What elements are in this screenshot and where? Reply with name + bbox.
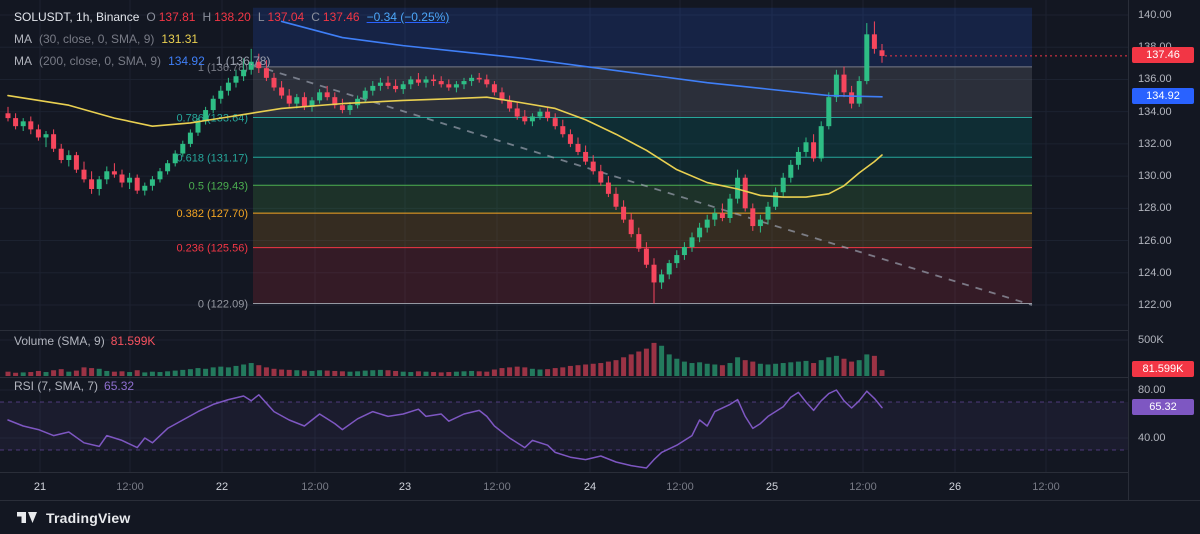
time-tick-label: 21 xyxy=(33,481,47,493)
time-tick-label: 23 xyxy=(398,481,412,493)
ma30-value: 131.31 xyxy=(161,32,199,46)
high-label: H xyxy=(202,10,212,24)
chart-legend: SOLUSDT, 1h, Binance O 137.81 H 138.20 L 13… xyxy=(14,6,449,72)
time-tick-label: 12:00 xyxy=(301,481,329,493)
time-tick-label: 12:00 xyxy=(116,481,144,493)
volume-pane-legend[interactable]: Volume (SMA, 9) 81.599K xyxy=(14,334,155,348)
price-tick-label: 134.00 xyxy=(1138,105,1172,118)
rsi-line[interactable] xyxy=(7,389,883,469)
price-change: −0.34 (−0.25%) xyxy=(366,10,450,24)
time-tick-label: 12:00 xyxy=(1032,481,1060,493)
ma200-params: (200, close, 0, SMA, 9) xyxy=(39,54,162,68)
volume-value: 81.599K xyxy=(110,334,156,348)
chart-canvas[interactable]: 1 (136.78) 0.786 (133.64) 0.618 (131.17) 0.… xyxy=(0,0,1128,500)
fib-level-label: 0.382 (127.70) xyxy=(176,208,248,220)
price-tick-label: 124.00 xyxy=(1138,266,1172,279)
time-tick-label: 25 xyxy=(765,481,779,493)
ma-200-line[interactable] xyxy=(280,20,883,98)
time-tick-label: 26 xyxy=(948,481,962,493)
symbol-title[interactable]: SOLUSDT, 1h, Binance xyxy=(14,10,140,24)
ma200-name: MA xyxy=(14,54,32,68)
tradingview-logo-icon xyxy=(17,511,37,523)
price-tick-label: 130.00 xyxy=(1138,170,1172,183)
open-label: O xyxy=(146,10,156,24)
price-tick-label: 128.00 xyxy=(1138,202,1172,215)
price-tick-label: 80.00 xyxy=(1138,384,1166,396)
symbol-legend-row: SOLUSDT, 1h, Binance O 137.81 H 138.20 L 13… xyxy=(14,6,449,28)
volume-label: Volume (SMA, 9) xyxy=(14,334,105,348)
fib-level-label: 0.236 (125.56) xyxy=(176,243,248,255)
ma30-legend-row[interactable]: MA (30, close, 0, SMA, 9) 131.31 xyxy=(14,28,449,50)
price-tick-label: 126.00 xyxy=(1138,234,1172,247)
rsi-label: RSI (7, SMA, 7) xyxy=(14,379,99,393)
price-axis[interactable]: 140.00138.00136.00134.00132.00130.00128.… xyxy=(1128,0,1200,500)
close-value: 137.46 xyxy=(322,10,360,24)
time-tick-label: 12:00 xyxy=(849,481,877,493)
tradingview-wordmark[interactable]: TradingView xyxy=(46,509,131,526)
candlesticks xyxy=(5,21,885,304)
price-tick-label: 132.00 xyxy=(1138,137,1172,150)
footer-bar: TradingView xyxy=(0,500,1200,534)
rsi-axis-badge: 65.32 xyxy=(1132,398,1194,415)
volume-bars xyxy=(5,342,885,376)
fib-level-label: 0.5 (129.43) xyxy=(189,180,248,192)
fib-level-label: 0.786 (133.64) xyxy=(176,112,248,124)
rsi-value: 65.32 xyxy=(104,379,135,393)
fib-retracement[interactable]: 1 (136.78) 0.786 (133.64) 0.618 (131.17) 0.… xyxy=(176,7,1032,311)
price-axis-badge: 137.46 xyxy=(1132,46,1194,63)
price-tick-label: 122.00 xyxy=(1138,299,1172,311)
fib-level-label: 0 (122.09) xyxy=(198,299,248,311)
ma-30-line[interactable] xyxy=(7,94,883,198)
price-tick-label: 140.00 xyxy=(1138,9,1172,21)
ma30-name: MA xyxy=(14,32,32,46)
tradingview-logo[interactable] xyxy=(16,511,38,525)
open-value: 137.81 xyxy=(158,10,196,24)
price-tick-label: 136.00 xyxy=(1138,73,1172,86)
low-value: 137.04 xyxy=(267,10,305,24)
price-tick-label: 500K xyxy=(1138,334,1164,346)
time-tick-label: 24 xyxy=(583,481,597,493)
fib-level-1-label: 1 (136.78) xyxy=(215,54,271,68)
time-axis[interactable]: 21 12:00 22 12:00 23 12:00 24 12:00 25 12:00 26 12:… xyxy=(0,472,1128,501)
rsi-pane-legend[interactable]: RSI (7, SMA, 7) 65.32 xyxy=(14,379,134,393)
price-axis-badge: 134.92 xyxy=(1132,87,1194,104)
close-label: C xyxy=(311,10,320,24)
fib-level-label: 1 (136.78) xyxy=(198,62,248,74)
ma200-value: 134.92 xyxy=(168,54,205,68)
time-tick-label: 12:00 xyxy=(483,481,511,493)
grid-lines xyxy=(0,0,1128,472)
time-tick-label: 22 xyxy=(215,481,229,493)
volume-axis-badge: 81.599K xyxy=(1132,361,1194,378)
ma30-params: (30, close, 0, SMA, 9) xyxy=(39,32,155,46)
ma200-legend-row[interactable]: MA (200, close, 0, SMA, 9) 134.92 1 (136… xyxy=(14,50,449,72)
low-label: L xyxy=(257,10,265,24)
fib-level-label: 0.618 (131.17) xyxy=(176,152,248,164)
price-tick-label: 40.00 xyxy=(1138,432,1166,444)
rsi-band xyxy=(0,401,1128,451)
trendline[interactable] xyxy=(252,64,1033,306)
time-tick-label: 12:00 xyxy=(666,481,694,493)
high-value: 138.20 xyxy=(214,10,251,24)
